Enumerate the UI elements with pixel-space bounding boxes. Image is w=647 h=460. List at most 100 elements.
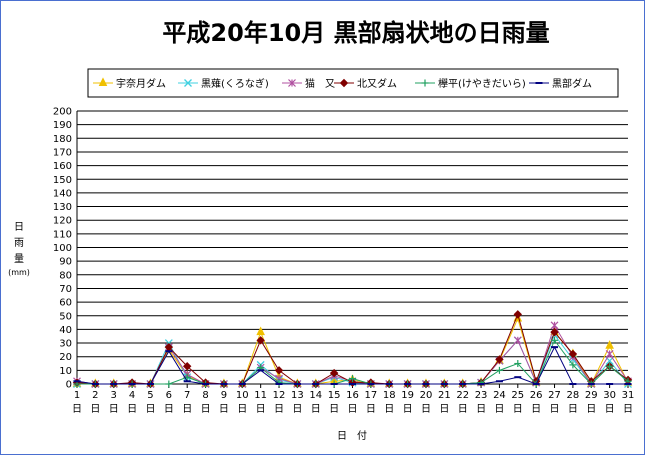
y-tick-label: 20 (59, 352, 72, 363)
x-tick-label: 26 (530, 390, 543, 401)
y-axis-label: 量 (14, 253, 24, 265)
x-tick-suffix: 日 (90, 404, 100, 415)
x-tick-suffix: 日 (145, 404, 155, 415)
x-tick-label: 2 (92, 390, 98, 401)
legend-label: 黒薙(くろなぎ) (201, 77, 269, 90)
marker-shape (256, 326, 265, 336)
x-tick-suffix: 日 (531, 404, 541, 415)
data-point (569, 361, 577, 369)
x-tick-label: 17 (364, 390, 377, 401)
y-tick-label: 160 (53, 161, 72, 172)
data-point (256, 326, 265, 336)
y-tick-label: 30 (59, 339, 72, 350)
x-tick-suffix: 日 (568, 404, 578, 415)
marker-shape (495, 355, 504, 364)
data-point (550, 327, 559, 337)
x-tick-label: 16 (346, 390, 359, 401)
marker-shape (605, 356, 614, 365)
legend-label: 欅平(けやきだいら) (438, 78, 526, 90)
y-tick-label: 130 (53, 202, 72, 213)
series-5 (73, 336, 632, 388)
plot-area: 0102030405060708090100110120130140150160… (53, 107, 634, 416)
x-tick-label: 14 (309, 390, 322, 401)
series-line (76, 312, 629, 385)
x-tick-suffix: 日 (201, 404, 211, 415)
x-tick-suffix: 日 (164, 404, 174, 415)
data-point (551, 336, 559, 344)
x-axis-label: 日 付 (337, 429, 367, 442)
y-tick-label: 70 (59, 284, 72, 295)
x-tick-suffix: 日 (274, 404, 284, 415)
x-tick-suffix: 日 (182, 404, 192, 415)
x-tick-label: 11 (254, 390, 267, 401)
legend-item-5: 欅平(けやきだいら) (415, 78, 526, 90)
x-tick-label: 19 (401, 390, 414, 401)
x-tick-label: 18 (383, 390, 396, 401)
marker-shape (339, 78, 349, 88)
x-tick-suffix: 日 (348, 404, 358, 415)
data-point (513, 336, 522, 345)
x-tick-suffix: 日 (311, 404, 321, 415)
data-point (568, 349, 578, 359)
series-6 (73, 346, 632, 385)
x-tick-label: 24 (493, 390, 506, 401)
x-tick-suffix: 日 (494, 404, 504, 415)
x-tick-label: 20 (420, 390, 433, 401)
marker-shape (256, 336, 265, 345)
x-tick-suffix: 日 (513, 404, 523, 415)
x-tick-suffix: 日 (439, 404, 449, 415)
marker-shape (274, 366, 284, 375)
y-tick-label: 190 (53, 120, 72, 131)
y-tick-label: 60 (59, 298, 72, 309)
x-tick-label: 12 (273, 390, 286, 401)
data-point (165, 380, 173, 388)
y-tick-label: 120 (53, 216, 72, 227)
x-tick-label: 3 (111, 390, 117, 401)
marker-shape (98, 77, 108, 86)
x-tick-suffix: 日 (256, 404, 266, 415)
marker-shape (550, 327, 559, 337)
x-tick-label: 5 (147, 390, 153, 401)
y-axis-label: 雨 (14, 238, 24, 249)
data-point (182, 362, 192, 371)
x-tick-label: 4 (129, 390, 135, 401)
x-tick-suffix: 日 (366, 404, 376, 415)
x-tick-suffix: 日 (476, 404, 486, 415)
legend-label: 猫 又 (305, 77, 335, 90)
y-axis-label: 日 (14, 222, 24, 233)
x-tick-label: 21 (438, 390, 451, 401)
marker-shape (605, 340, 614, 349)
x-tick-suffix: 日 (458, 404, 468, 415)
y-tick-label: 110 (53, 229, 72, 240)
marker-shape (329, 368, 339, 378)
x-tick-label: 10 (236, 390, 249, 401)
legend-marker (184, 79, 192, 87)
x-tick-label: 30 (603, 390, 616, 401)
x-tick-suffix: 日 (109, 404, 119, 415)
y-tick-label: 0 (66, 380, 72, 391)
legend-marker (339, 78, 349, 88)
y-tick-label: 10 (59, 366, 72, 377)
x-tick-label: 7 (184, 390, 190, 401)
data-point (605, 350, 614, 358)
x-tick-label: 6 (166, 390, 172, 401)
series-line (77, 317, 629, 386)
legend-item-4: 北又ダム (334, 77, 397, 90)
y-tick-label: 200 (53, 107, 72, 118)
data-point (256, 336, 265, 345)
y-tick-label: 100 (53, 243, 72, 254)
y-tick-label: 140 (53, 188, 72, 199)
legend-label: 黒部ダム (552, 77, 592, 90)
x-tick-suffix: 日 (623, 404, 633, 415)
data-point (513, 310, 523, 319)
x-tick-suffix: 日 (237, 404, 247, 415)
legend-marker (421, 79, 429, 87)
x-tick-suffix: 日 (127, 404, 137, 415)
marker-shape (568, 349, 578, 359)
legend-label: 北又ダム (357, 77, 397, 90)
chart-title: 平成20年10月 黒部扇状地の日雨量 (162, 19, 549, 47)
legend-item-6: 黒部ダム (529, 77, 592, 90)
data-point (550, 321, 559, 330)
x-tick-label: 9 (221, 390, 227, 401)
x-tick-label: 31 (622, 390, 635, 401)
